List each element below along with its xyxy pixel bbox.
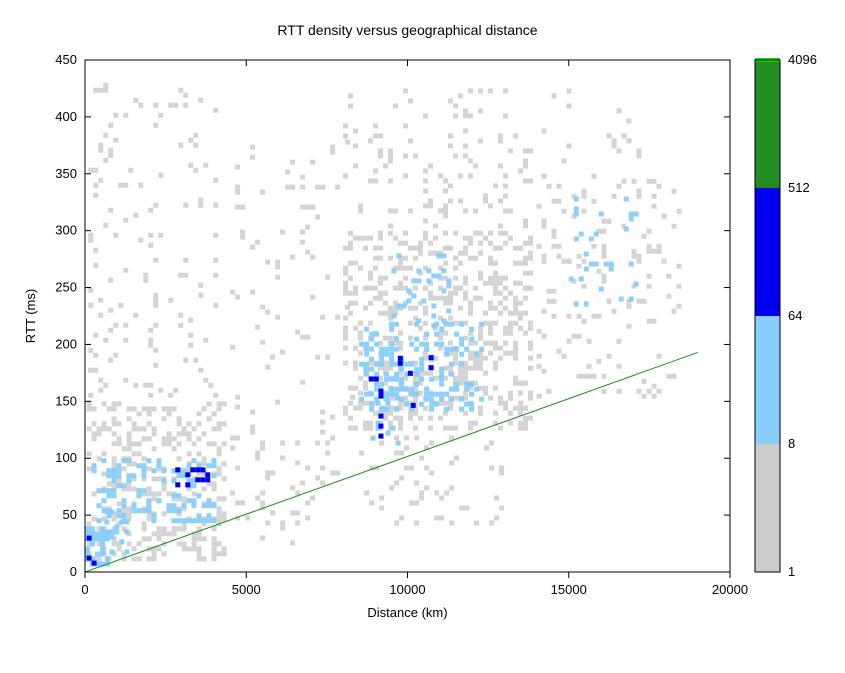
colorbar-tick-label: 8: [788, 436, 795, 451]
x-tick-label: 15000: [551, 582, 587, 597]
x-tick-label: 20000: [712, 582, 748, 597]
chart-container: RTT density versus geographical distance…: [0, 0, 845, 673]
x-axis-label: Distance (km): [367, 605, 447, 620]
x-tick-label: 0: [81, 582, 88, 597]
y-tick-label: 0: [70, 564, 77, 579]
colorbar-tick-label: 512: [788, 180, 810, 195]
y-tick-label: 50: [63, 507, 77, 522]
colorbar-tick-label: 1: [788, 564, 795, 579]
y-tick-label: 450: [55, 52, 77, 67]
chart-title: RTT density versus geographical distance: [277, 22, 537, 38]
colorbar-tick-label: 4096: [788, 52, 817, 67]
y-tick-label: 300: [55, 223, 77, 238]
y-axis-label: RTT (ms): [23, 289, 38, 343]
rtt-distance-density-chart: RTT density versus geographical distance…: [0, 0, 845, 673]
y-tick-label: 250: [55, 280, 77, 295]
y-tick-label: 400: [55, 109, 77, 124]
y-tick-label: 350: [55, 166, 77, 181]
colorbar-tick-label: 64: [788, 308, 802, 323]
y-tick-label: 200: [55, 336, 77, 351]
x-tick-label: 5000: [232, 582, 261, 597]
y-tick-label: 150: [55, 393, 77, 408]
x-tick-label: 10000: [389, 582, 425, 597]
y-tick-label: 100: [55, 450, 77, 465]
